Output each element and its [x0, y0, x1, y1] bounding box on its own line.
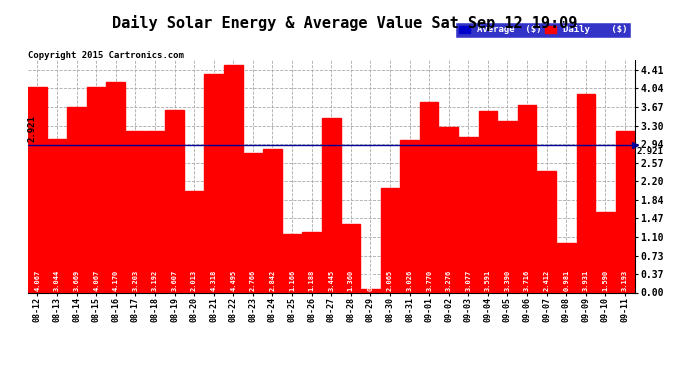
Bar	[361, 290, 380, 292]
Text: 1.590: 1.590	[602, 270, 609, 291]
Bar	[224, 65, 243, 292]
Bar	[459, 137, 477, 292]
Bar	[322, 118, 340, 292]
Bar	[165, 110, 184, 292]
Text: 3.591: 3.591	[485, 270, 491, 291]
Text: 3.390: 3.390	[504, 270, 511, 291]
Bar	[28, 87, 47, 292]
Text: 3.931: 3.931	[583, 270, 589, 291]
Text: Copyright 2015 Cartronics.com: Copyright 2015 Cartronics.com	[28, 51, 184, 60]
Bar	[204, 74, 223, 292]
Text: 3.445: 3.445	[328, 270, 334, 291]
Text: 3.607: 3.607	[172, 270, 177, 291]
Bar	[48, 139, 66, 292]
Bar	[400, 140, 419, 292]
Text: 3.044: 3.044	[54, 270, 60, 291]
Bar	[577, 94, 595, 292]
Bar	[498, 121, 517, 292]
Text: 3.192: 3.192	[152, 270, 158, 291]
Text: 1.360: 1.360	[348, 270, 354, 291]
Text: 3.077: 3.077	[465, 270, 471, 291]
Text: 4.170: 4.170	[112, 270, 119, 291]
Text: 4.495: 4.495	[230, 270, 236, 291]
Text: 4.318: 4.318	[210, 270, 217, 291]
Bar	[185, 191, 204, 292]
Bar	[615, 131, 634, 292]
Text: 3.716: 3.716	[524, 270, 530, 291]
Text: 2.921: 2.921	[637, 147, 664, 156]
Bar	[440, 127, 458, 292]
Text: 4.067: 4.067	[93, 270, 99, 291]
Text: 0.981: 0.981	[563, 270, 569, 291]
Text: 3.770: 3.770	[426, 270, 432, 291]
Bar	[381, 188, 400, 292]
Bar	[557, 243, 575, 292]
Bar	[146, 131, 164, 292]
Text: 2.412: 2.412	[544, 270, 550, 291]
Text: 3.193: 3.193	[622, 270, 628, 291]
Text: 3.026: 3.026	[406, 270, 413, 291]
Text: 3.203: 3.203	[132, 270, 138, 291]
Bar	[420, 102, 438, 292]
Bar	[263, 149, 282, 292]
Bar	[87, 87, 106, 292]
Text: 1.166: 1.166	[289, 270, 295, 291]
Bar	[518, 105, 536, 292]
Bar	[67, 107, 86, 292]
Bar	[342, 224, 360, 292]
Text: 2.921: 2.921	[28, 116, 37, 142]
Bar	[283, 234, 302, 292]
Bar	[538, 171, 556, 292]
Text: 3.669: 3.669	[74, 270, 79, 291]
Bar	[596, 212, 615, 292]
Text: 4.067: 4.067	[34, 270, 41, 291]
Legend: Average  ($), Daily    ($): Average ($), Daily ($)	[456, 22, 630, 37]
Text: 1.188: 1.188	[308, 270, 315, 291]
Bar	[126, 130, 145, 292]
Text: 2.065: 2.065	[387, 270, 393, 291]
Bar	[106, 82, 125, 292]
Text: 2.766: 2.766	[250, 270, 256, 291]
Bar	[479, 111, 497, 292]
Text: 0.060: 0.060	[367, 270, 373, 291]
Text: 2.842: 2.842	[269, 270, 275, 291]
Bar	[244, 153, 262, 292]
Text: Daily Solar Energy & Average Value Sat Sep 12 19:09: Daily Solar Energy & Average Value Sat S…	[112, 15, 578, 31]
Text: 2.013: 2.013	[191, 270, 197, 291]
Text: 3.276: 3.276	[446, 270, 452, 291]
Bar	[302, 232, 321, 292]
